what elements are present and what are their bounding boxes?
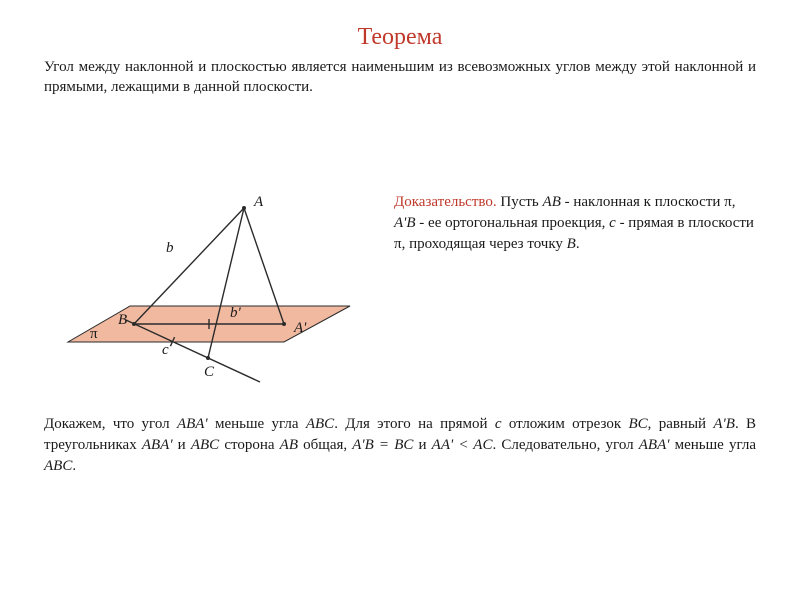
proof-text: сторона [219, 437, 279, 453]
proof-text: общая, [298, 437, 352, 453]
var-ApB: A'B [394, 215, 416, 231]
var-AB: AB [280, 437, 298, 453]
proof-text: отложим отрезок [502, 416, 629, 432]
proof-lead: Доказательство. Пусть AB - наклонная к п… [394, 186, 756, 255]
proof-text: . Следовательно, угол [492, 437, 638, 453]
svg-text:A': A' [293, 320, 307, 336]
var-ABC: ABC [44, 458, 72, 474]
proof-text: Докажем, что угол [44, 416, 177, 432]
svg-text:b: b [166, 240, 174, 256]
proof-text: - ее ортогональная проекция, [416, 215, 610, 231]
proof-text: . [72, 458, 76, 474]
svg-text:B: B [118, 312, 127, 328]
var-c: c [495, 416, 502, 432]
svg-text:C: C [204, 364, 215, 380]
svg-text:A: A [253, 194, 264, 210]
var-B: B [567, 236, 576, 252]
proof-tail: Докажем, что угол ABA' меньше угла ABC. … [44, 414, 756, 477]
proof-text: Пусть [497, 194, 543, 210]
proof-label: Доказательство. [394, 194, 497, 210]
proof-text: меньше угла [208, 416, 306, 432]
var-ABAp: ABA' [142, 437, 173, 453]
proof-text: и [173, 437, 191, 453]
proof-text: . [576, 236, 580, 252]
svg-text:b': b' [230, 305, 242, 321]
proof-text: , равный [648, 416, 714, 432]
var-ineq: AA' < AC [432, 437, 493, 453]
theorem-title: Теорема [44, 24, 756, 51]
theorem-statement: Угол между наклонной и плоскостью являет… [44, 57, 756, 98]
svg-text:c: c [162, 342, 169, 358]
var-c: c [609, 215, 616, 231]
geometry-figure: b b' c π A B A' C [44, 186, 374, 396]
var-AB: AB [543, 194, 561, 210]
var-BC: BC [628, 416, 647, 432]
svg-text:π: π [90, 326, 98, 342]
var-ABAp: ABA' [639, 437, 670, 453]
var-ApB: A'B [713, 416, 735, 432]
proof-text: и [413, 437, 431, 453]
page: Теорема Угол между наклонной и плоскость… [0, 0, 800, 600]
var-ABC: ABC [191, 437, 219, 453]
content-row: bb'cπABA'C Доказательство. Пусть AB - на… [44, 186, 756, 396]
proof-text: . Для этого на прямой [334, 416, 495, 432]
proof-text: - наклонная к плоскости π, [561, 194, 736, 210]
var-ABC: ABC [306, 416, 334, 432]
var-ABAp: ABA' [177, 416, 208, 432]
proof-text: меньше угла [669, 437, 756, 453]
var-eq: A'B = BC [352, 437, 413, 453]
